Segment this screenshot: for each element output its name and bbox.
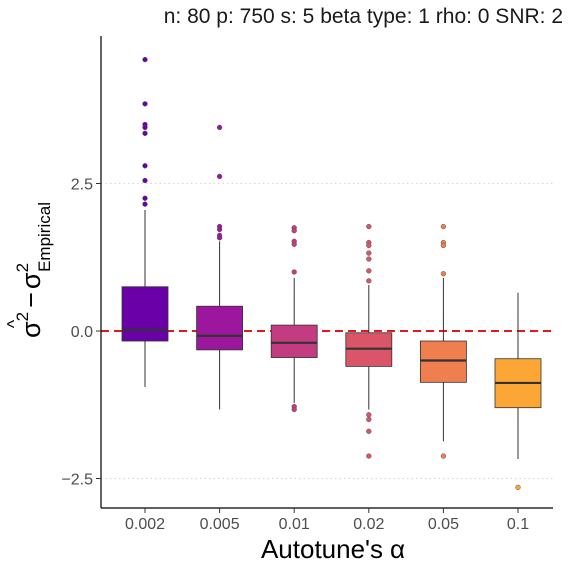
y-sub-empirical: Empirical xyxy=(35,202,54,272)
x-tick-label-0: 0.002 xyxy=(125,516,165,533)
outlier-point-4 xyxy=(366,256,372,262)
x-axis-title-base: Autotune's xyxy=(261,534,383,564)
minus-sign: − xyxy=(16,292,46,308)
box-group-0.002 xyxy=(121,56,169,388)
outlier-point-3 xyxy=(366,250,372,256)
outlier-point-3 xyxy=(216,226,223,233)
box-group-0.1 xyxy=(494,292,542,491)
outlier-point-1 xyxy=(291,228,297,234)
y-sup-1: 2 xyxy=(13,312,32,321)
outlier-point-8 xyxy=(142,201,148,207)
outlier-point-7 xyxy=(366,412,372,418)
outlier-point-5 xyxy=(216,235,223,241)
x-tick-label-3: 0.02 xyxy=(353,516,384,533)
y-axis-title: σ2−σ2 Empirical ^ xyxy=(4,202,54,338)
outlier-point-4 xyxy=(440,453,447,459)
outlier-point-7 xyxy=(142,195,148,201)
outlier-point-3 xyxy=(142,124,148,131)
outlier-point-5 xyxy=(142,163,148,169)
chart-title: n: 80 p: 750 s: 5 beta type: 1 rho: 0 SN… xyxy=(164,5,563,28)
y-tick-label-2: −2.5 xyxy=(61,472,93,489)
x-axis-ticks: 0.002 0.005 0.01 0.02 0.05 0.1 xyxy=(125,508,529,533)
outlier-point-10 xyxy=(366,453,372,459)
y-sup-2: 2 xyxy=(13,263,32,272)
box-iqr xyxy=(419,340,467,383)
sigma-symbol: σ xyxy=(16,272,46,289)
outlier-point-9 xyxy=(366,428,372,434)
sigma-hat-symbol: σ xyxy=(16,321,46,338)
outlier-point-0 xyxy=(515,484,521,491)
y-axis-ticks: 2.5 0.0 −2.5 xyxy=(61,177,101,489)
outlier-point-6 xyxy=(291,406,297,413)
y-tick-label-1: 0.0 xyxy=(71,324,93,341)
x-tick-label-4: 0.05 xyxy=(428,516,459,533)
outlier-point-0 xyxy=(142,56,148,63)
outlier-point-6 xyxy=(366,278,372,284)
outlier-point-0 xyxy=(216,124,223,131)
outlier-point-2 xyxy=(440,242,447,249)
alpha-symbol: α xyxy=(390,534,405,564)
box-group-0.02 xyxy=(345,223,393,459)
outlier-point-8 xyxy=(366,416,372,423)
box-iqr xyxy=(196,305,244,351)
hat-accent: ^ xyxy=(4,319,24,328)
outlier-point-1 xyxy=(216,173,223,180)
box-group-0.005 xyxy=(196,124,244,410)
outlier-point-1 xyxy=(142,101,148,107)
box-layer xyxy=(121,56,542,491)
outlier-point-0 xyxy=(440,223,447,230)
outlier-point-4 xyxy=(291,269,297,275)
outlier-point-3 xyxy=(440,271,447,277)
box-group-0.01 xyxy=(270,225,318,413)
x-tick-label-5: 0.1 xyxy=(507,516,529,533)
outlier-point-4 xyxy=(142,130,148,137)
outlier-point-5 xyxy=(366,268,372,274)
outlier-point-0 xyxy=(366,223,372,230)
box-group-0.05 xyxy=(419,223,467,459)
box-iqr xyxy=(121,286,169,342)
box-iqr xyxy=(270,324,318,358)
outlier-point-6 xyxy=(142,177,148,184)
x-tick-label-1: 0.005 xyxy=(200,516,240,533)
outlier-point-2 xyxy=(366,242,372,249)
x-tick-label-2: 0.01 xyxy=(279,516,310,533)
y-tick-label-0: 2.5 xyxy=(71,177,93,194)
outlier-point-3 xyxy=(291,241,297,247)
x-axis-title: Autotune's α xyxy=(261,534,405,564)
